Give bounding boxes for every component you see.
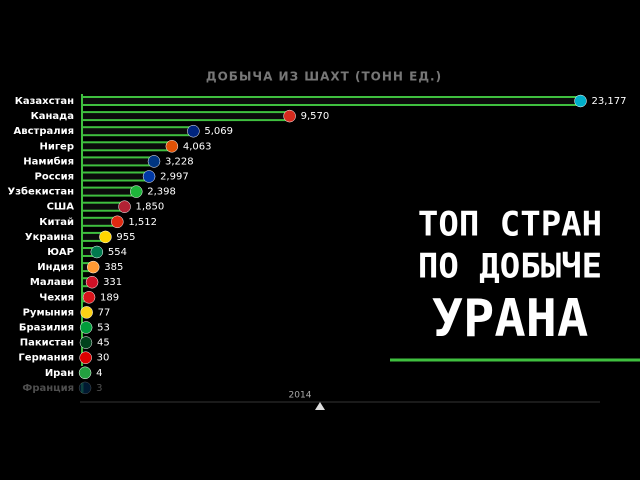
flag [147,155,161,168]
value-label: 955 [116,232,135,243]
headline: УРАНА [432,289,589,349]
flag [283,109,296,123]
flag [85,275,99,289]
flag [90,245,104,259]
flag [130,185,143,198]
value-label: 4 [96,368,102,379]
category-label: ЮАР [47,247,74,258]
flag [99,230,112,244]
bar [81,201,123,212]
flag [78,381,92,395]
category-label: Казахстан [15,96,74,107]
headline: ПО ДОБЫЧЕ [418,247,602,287]
flag [187,124,200,138]
bar [81,141,170,152]
flag [79,351,92,364]
flag [111,215,124,229]
category-label: Иран [45,368,74,379]
flag [79,321,93,334]
flag [80,306,93,319]
value-label: 554 [108,247,127,258]
bar [81,126,192,137]
headline: ТОП СТРАН [418,205,602,245]
category-label: Нигер [39,141,74,152]
value-label: 189 [100,292,119,303]
value-label: 30 [97,353,110,364]
value-label: 53 [97,323,110,334]
value-label: 385 [104,262,123,273]
bar [81,186,135,197]
bar [81,171,148,182]
value-label: 23,177 [592,96,627,107]
value-label: 1,512 [128,217,157,228]
flag [142,170,156,183]
category-label: Индия [37,262,74,273]
value-label: 77 [98,307,111,318]
value-label: 1,850 [136,202,165,213]
chart-title: ДОБЫЧА ИЗ ШАХТ (ТОНН ЕД.) [206,70,442,84]
value-label: 3 [96,383,102,394]
value-label: 9,570 [301,111,330,122]
flag [118,200,131,213]
flag [78,366,92,380]
timeline-marker [315,402,325,410]
category-label: Канада [31,111,74,122]
category-label: Франция [22,383,74,394]
bar [81,216,116,227]
flag [82,291,96,304]
flag [86,260,100,274]
year-label: 2014 [289,391,312,401]
bar [81,96,579,106]
value-label: 2,398 [147,187,176,198]
value-label: 45 [97,338,110,349]
category-label: Австралия [14,126,74,137]
category-label: Россия [35,172,74,183]
category-label: Чехия [39,292,74,303]
value-label: 2,997 [160,172,189,183]
category-label: Малави [30,277,74,288]
flag [79,336,93,349]
value-label: 3,228 [165,156,194,167]
category-label: Румыния [23,307,74,318]
value-label: 331 [103,277,122,288]
bar [81,156,153,167]
bar [81,111,288,122]
flag [165,140,179,153]
category-label: Украина [25,232,74,243]
category-label: Китай [39,217,74,228]
category-label: Намибия [23,155,74,167]
category-label: Бразилия [19,323,74,334]
category-label: Пакистан [20,338,74,349]
category-label: Германия [18,353,74,364]
value-label: 4,063 [183,141,212,152]
bar [81,382,84,393]
category-label: Узбекистан [8,186,75,198]
category-label: США [47,202,75,213]
value-label: 5,069 [204,126,233,137]
flag [574,94,587,108]
